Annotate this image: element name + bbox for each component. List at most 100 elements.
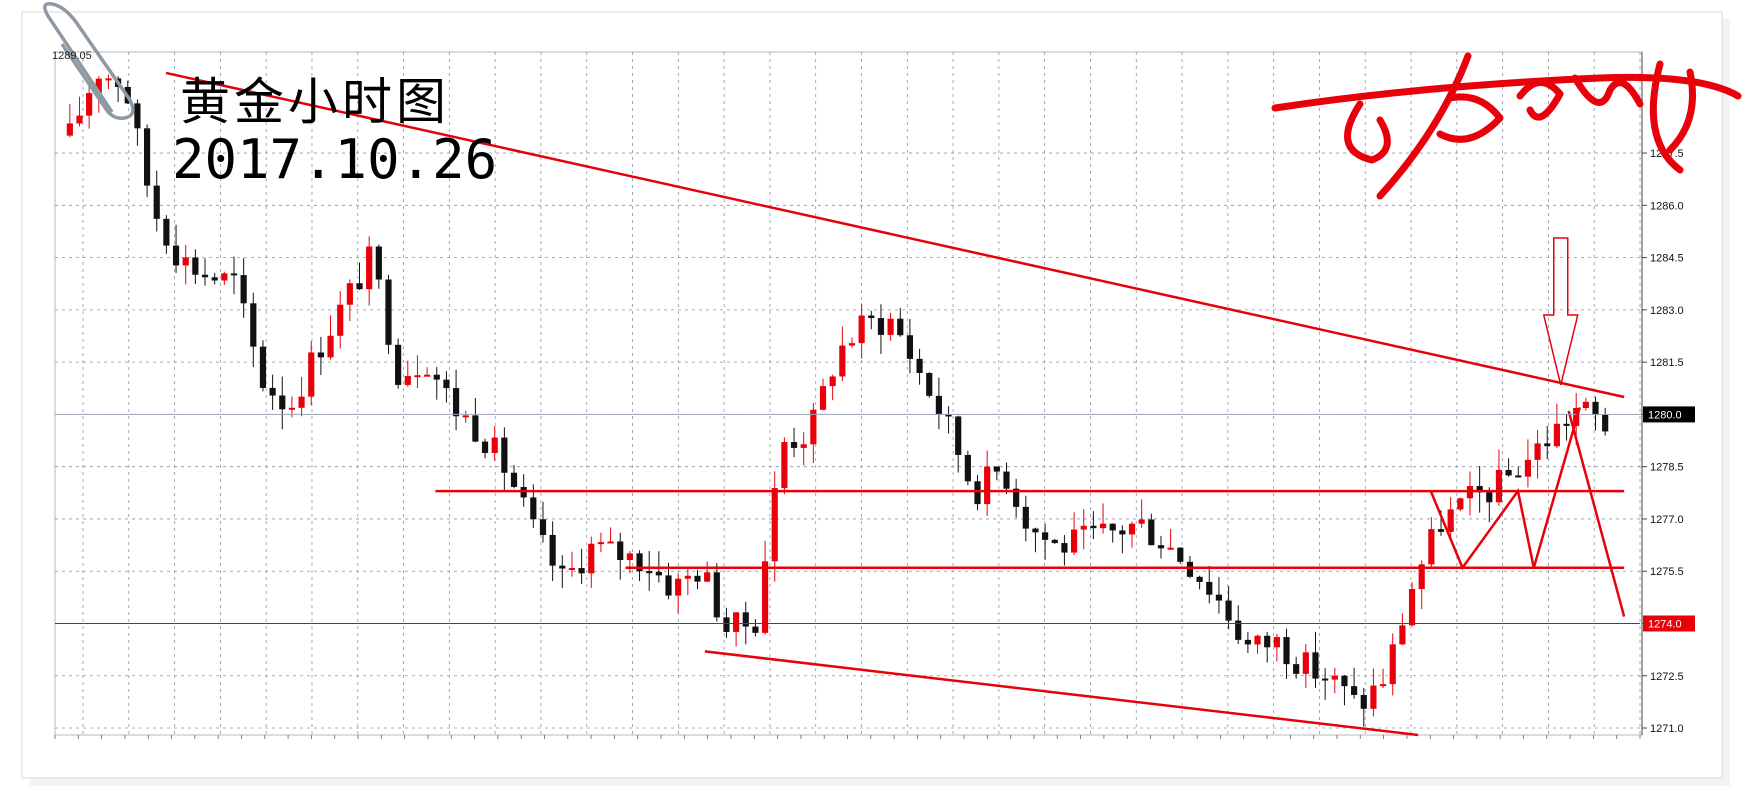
candle-down [375,246,382,280]
candle-down [906,335,914,359]
candle-down [163,218,170,246]
candle-up [733,612,740,632]
candle-down [510,472,518,487]
candle-up [327,335,334,358]
candle-down [1602,414,1609,432]
candle-up [588,543,595,574]
candle-up [76,115,83,124]
trend-lines [55,71,1642,737]
candle-down [1563,423,1570,426]
candle-down [1003,471,1010,489]
candle-up [1553,423,1560,447]
candle-down [1544,443,1551,447]
candle-down [742,612,749,627]
current-price-label: 1280.0 [1648,409,1682,421]
candle-down [134,103,141,129]
candle-up [1070,529,1078,553]
y-tick-label: 1284.5 [1650,253,1684,265]
paper [21,11,1723,779]
candle-up [848,343,856,346]
corner-price-label: 1289.05 [52,50,92,62]
chart-date: 2017.10.26 [172,128,498,191]
candle-up [704,572,711,582]
y-tick-label: 1281.5 [1650,357,1684,369]
marked-price-label: 1274.0 [1648,618,1682,630]
candle-down [655,571,662,576]
candle-down [1360,694,1367,709]
candle-up [858,315,865,344]
candle-up [568,568,576,571]
candle-up [819,386,827,410]
candle-up [182,257,189,266]
candle-up [684,575,691,579]
candle-down [790,442,798,448]
candle-down [211,277,218,281]
down-arrow-icon [1542,237,1579,386]
candle-up [462,415,469,418]
candle-down [472,415,479,442]
candle-up [1534,443,1541,460]
candle-down [452,388,460,417]
candle-down [636,553,643,572]
candle-down [1177,547,1184,562]
candles [66,74,1609,727]
candle-down [1351,686,1358,695]
paperclip-icon [43,2,135,120]
candle-up [1167,547,1174,550]
y-tick-label: 1286.0 [1650,200,1684,212]
candle-down [1505,469,1512,476]
candle-down [617,541,624,560]
candle-down [926,372,933,396]
candle-up [105,78,112,81]
candle-up [414,375,421,378]
candle-down [1186,561,1194,577]
candle-down [877,318,885,335]
candle-up [86,93,93,116]
y-tick-label: 1283.0 [1650,305,1684,317]
candle-up [1379,684,1387,687]
candle-up [491,437,498,453]
candle-up [984,466,991,505]
candle-up [1389,644,1396,685]
candle-down [279,395,286,410]
candle-down [539,519,547,535]
candle-down [955,416,962,455]
candle-up [298,396,305,408]
candle-down [395,344,402,385]
falling-support [704,650,1419,737]
grid-lines [54,52,1642,739]
candle-down [1341,675,1348,687]
y-tick-label: 1275.5 [1650,566,1684,578]
candle-up [1399,625,1406,645]
candle-down [443,379,450,389]
candle-up [1370,685,1377,709]
candle-down [1090,525,1097,529]
candle-down [549,534,556,566]
candle-down [385,279,392,345]
signature-icon [1271,52,1742,200]
candle-up [771,488,778,562]
candle-down [1283,637,1290,665]
y-tick-label: 1271.0 [1650,723,1684,735]
candle-down [201,274,209,278]
candle-up [829,376,836,387]
candle-down [1244,639,1251,645]
candle-down [356,283,363,290]
candle-down [530,497,537,520]
candle-up [1331,675,1338,680]
candle-down [153,185,160,219]
candle-up [887,318,894,335]
candle-down [1196,576,1203,582]
candle-down [143,128,151,186]
y-tick-label: 1272.5 [1650,671,1684,683]
candle-down [501,437,508,473]
current-price-box [1643,406,1695,423]
candle-up [404,375,411,385]
candle-up [781,442,788,489]
candle-up [424,374,431,377]
candle-down [1476,486,1483,493]
candle-down [250,303,257,347]
candle-up [1447,509,1454,532]
y-tick-label: 1278.5 [1650,462,1684,474]
